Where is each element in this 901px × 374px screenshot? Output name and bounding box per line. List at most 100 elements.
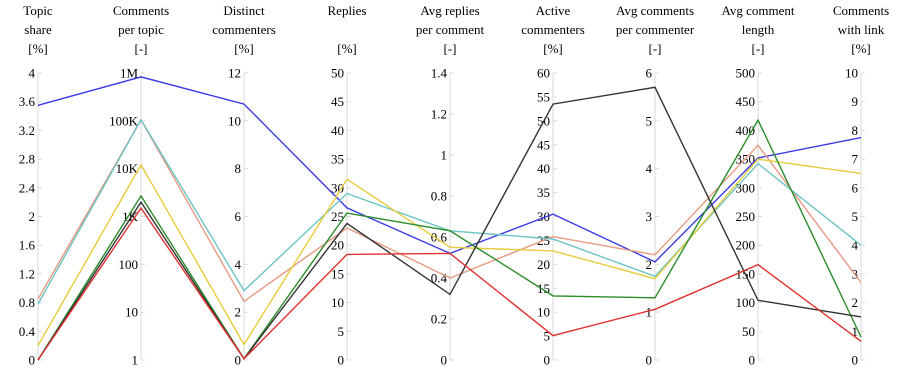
tick-label: 20 [537,257,550,272]
tick-label: 5 [338,324,345,339]
tick-label: 0 [235,353,242,368]
tick-label: 15 [331,266,344,281]
tick-label: 0 [544,353,551,368]
tick-label: 8 [235,161,242,176]
series-line-5 [37,118,862,361]
tick-label: 0.2 [431,312,447,327]
axis-1: Topic share [%] 0 0.4 0.8 1.2 1.6 2 2.4 2.8 3.2 3.6 4 [19,3,53,368]
axis-header-line: Avg comment [721,3,794,18]
axis-3: Distinct commenters [%] 0 2 4 6 8 10 12 [212,3,276,368]
tick-label: 0.6 [431,230,448,245]
tick-label: 4 [852,238,859,253]
tick-label: 25 [331,209,344,224]
tick-label: 5 [544,329,551,344]
tick-label: 2 [29,209,36,224]
tick-label: 500 [736,66,756,81]
tick-label: 35 [331,152,344,167]
tick-label: 50 [742,324,755,339]
axis-header-line: Comments [833,3,889,18]
tick-label: 12 [228,66,241,81]
tick-label: 40 [537,161,550,176]
tick-label: 1M [120,66,139,81]
tick-label: 10 [845,66,858,81]
tick-label: 200 [736,238,756,253]
tick-label: 0 [646,353,653,368]
tick-label: 1.6 [19,238,36,253]
axis-header-line: Topic [23,3,53,18]
tick-label: 6 [646,66,653,81]
axis-header-line: [-] [649,41,662,56]
axis-header-line: [%] [851,41,871,56]
axis-header-line: with link [838,22,885,37]
tick-label: 10K [116,161,139,176]
tick-label: 100 [119,257,139,272]
tick-label: 10 [125,305,138,320]
axis-header-line: [%] [337,41,357,56]
tick-label: 0 [852,353,859,368]
tick-label: 0.4 [19,324,36,339]
tick-label: 4 [235,257,242,272]
axis-header-line: share [24,22,52,37]
series-line-6 [37,86,862,361]
tick-label: 0.8 [19,295,35,310]
tick-label: 3.2 [19,123,35,138]
tick-label: 1 [852,324,859,339]
tick-label: 5 [852,209,859,224]
axis-header-line: per topic [118,22,164,37]
tick-label: 50 [331,66,344,81]
tick-label: 6 [852,180,859,195]
axis-header-line: [-] [752,41,765,56]
axis-7: Avg comments per commenter [-] 0 1 2 3 4 5 6 [616,3,695,368]
axis-header-line: [-] [135,41,148,56]
tick-label: 1 [646,305,653,320]
tick-label: 3.6 [19,94,36,109]
tick-label: 45 [331,94,344,109]
axis-header-line: [%] [543,41,563,56]
axis-6: Activecommenters[%]051015202530354045505… [521,3,585,368]
axis-header-line: per commenter [616,22,695,37]
series-layer [37,76,862,361]
tick-label: 10 [228,113,241,128]
tick-label: 300 [736,180,756,195]
tick-label: 10 [331,295,344,310]
tick-label: 2 [235,305,242,320]
tick-label: 2.4 [19,180,36,195]
tick-label: 60 [537,66,550,81]
tick-label: 1.2 [19,266,35,281]
tick-label: 1.2 [431,107,447,122]
tick-label: 30 [537,209,550,224]
tick-label: 5 [646,113,653,128]
axis-header-line: Comments [113,3,169,18]
axis-header-line: Avg comments [616,3,694,18]
tick-label: 0 [441,353,448,368]
axis-header-line: commenters [212,22,276,37]
axis-header-line: Replies [328,3,367,18]
tick-label: 35 [537,185,550,200]
tick-label: 6 [235,209,242,224]
axis-header-line: per comment [416,22,485,37]
tick-label: 10 [537,305,550,320]
tick-label: 8 [852,123,859,138]
tick-label: 20 [331,238,344,253]
axis-header-line: Avg replies [420,3,479,18]
tick-label: 4 [646,161,653,176]
axis-header-line: [%] [28,41,48,56]
tick-label: 1 [441,148,448,163]
tick-label: 100K [109,113,139,128]
tick-label: 7 [852,152,859,167]
tick-label: 30 [331,180,344,195]
tick-label: 100 [736,295,756,310]
axis-header-line: length [742,22,775,37]
tick-label: 40 [331,123,344,138]
tick-label: 2.8 [19,152,35,167]
tick-label: 1 [132,353,139,368]
axis-header-line: Distinct [223,3,265,18]
axis-header-line: [-] [444,41,457,56]
axis-header-line: [%] [234,41,254,56]
tick-label: 0 [29,353,36,368]
axis-header-line: Active [536,3,571,18]
